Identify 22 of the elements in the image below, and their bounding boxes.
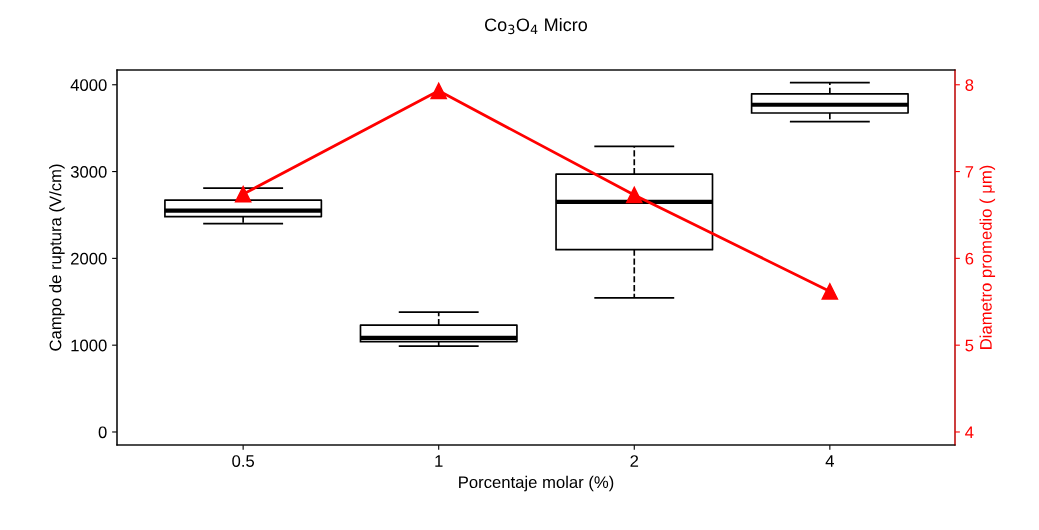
y-axis-title: Campo de ruptura (V/cm) xyxy=(49,164,65,351)
point xyxy=(430,82,448,100)
y2-tick-label: 7 xyxy=(965,166,974,178)
y-tick-label: 3000 xyxy=(70,165,107,178)
x-tick-label: 2 xyxy=(630,455,639,467)
y2-axis-title: Diametro promedio ( μm) xyxy=(979,165,996,349)
y2-tick-label: 5 xyxy=(965,339,974,352)
x-tick-label: 1 xyxy=(435,455,443,467)
y2-tick-label: 4 xyxy=(965,426,974,439)
point xyxy=(234,185,252,203)
y-tick-label: 2000 xyxy=(71,252,107,265)
y-tick-label: 1000 xyxy=(71,339,107,352)
y2-tick-label: 8 xyxy=(965,79,974,91)
point xyxy=(625,186,643,204)
x-axis-title: Porcentaje molar (%) xyxy=(459,475,614,492)
x-tick-label: 4 xyxy=(825,455,834,467)
chart-title: Co$_{3}$O$_{4}$ Micro xyxy=(485,17,588,35)
y-tick-label: 0 xyxy=(98,426,107,439)
y-tick-label: 4000 xyxy=(70,79,107,91)
x-tick-label: 0.5 xyxy=(232,455,255,467)
y2-tick-label: 6 xyxy=(965,252,974,265)
point xyxy=(821,283,839,300)
